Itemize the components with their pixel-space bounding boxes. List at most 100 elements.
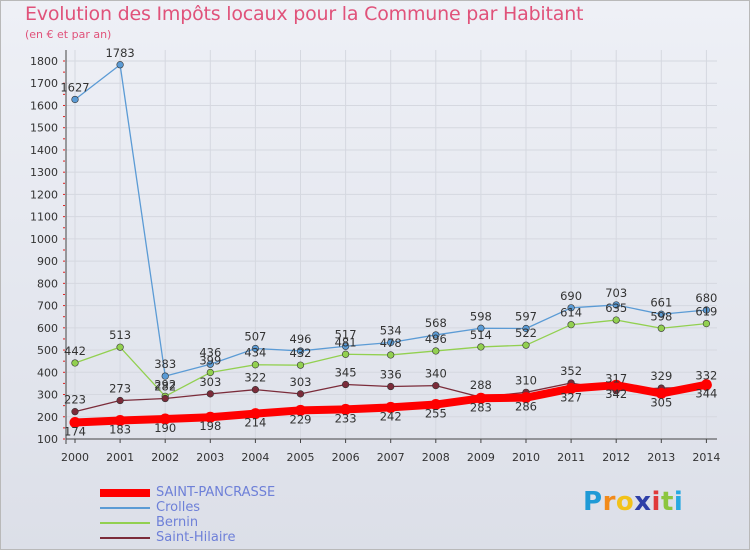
legend-item: SAINT-PANCRASSE: [100, 485, 275, 500]
data-point: [159, 413, 171, 425]
data-label: 342: [605, 387, 627, 401]
x-tick-label: 2013: [647, 451, 675, 464]
data-label: 496: [290, 332, 312, 346]
y-tick-label: 1300: [30, 166, 58, 179]
legend-swatch: [100, 489, 150, 497]
data-point: [655, 387, 667, 399]
data-point: [702, 306, 711, 314]
legend-item: Bernin: [100, 515, 275, 530]
logo-letter: r: [602, 487, 616, 517]
data-point: [161, 394, 169, 403]
legend-label: Saint-Hilaire: [156, 530, 236, 545]
data-point: [477, 324, 485, 332]
legend-label: Crolles: [156, 500, 201, 515]
data-point: [342, 380, 350, 389]
data-label: 255: [425, 407, 447, 421]
y-tick-label: 200: [37, 411, 58, 424]
x-tick-label: 2006: [332, 451, 360, 464]
y-tick-label: 900: [37, 255, 58, 268]
data-point: [565, 383, 577, 395]
data-point: [475, 392, 487, 404]
data-label: 513: [109, 328, 131, 342]
data-point: [477, 343, 485, 351]
data-label: 174: [64, 425, 86, 439]
legend-label: SAINT-PANCRASSE: [156, 485, 276, 500]
data-point: [206, 360, 214, 368]
data-point: [700, 379, 712, 391]
data-label: 327: [560, 391, 582, 405]
legend-item: Saint-Hilaire: [100, 530, 275, 545]
data-label: 383: [154, 357, 176, 371]
data-label: 614: [560, 306, 582, 320]
data-label: 1627: [60, 80, 89, 94]
data-point: [387, 382, 395, 391]
data-label: 514: [470, 328, 492, 342]
data-point: [296, 347, 305, 355]
data-label: 680: [695, 291, 717, 305]
data-point: [522, 324, 530, 333]
x-tick-label: 2009: [467, 451, 495, 464]
logo-letter: x: [634, 487, 652, 517]
data-label: 317: [605, 372, 627, 386]
x-tick-label: 2002: [151, 451, 179, 464]
legend-swatch: [100, 537, 150, 539]
data-point: [114, 415, 126, 427]
x-tick-label: 2005: [287, 451, 315, 464]
data-label: 534: [380, 323, 402, 337]
data-label: 303: [290, 375, 312, 389]
data-label: 442: [64, 344, 86, 358]
x-tick-label: 2012: [602, 451, 630, 464]
data-point: [251, 386, 259, 394]
data-label: 288: [470, 378, 492, 392]
y-axis: 100 200 300 400 500 600 700 800 900 1000 1100 1200 1…: [30, 50, 67, 446]
logo-letter: i: [673, 487, 684, 517]
data-label: 310: [515, 373, 537, 387]
data-point: [251, 344, 259, 353]
y-tick-label: 1600: [30, 99, 58, 112]
data-label: 690: [560, 289, 582, 303]
data-label: 598: [650, 309, 672, 323]
data-point: [387, 351, 395, 359]
data-labels-layer: 1627 1783 383 436 507 496 517 534 568 598 597 690 70…: [60, 46, 717, 439]
data-label: 522: [515, 326, 537, 340]
data-label: 229: [290, 412, 312, 426]
proxiti-logo: Proxiti: [583, 487, 683, 517]
series-layer: [69, 61, 712, 429]
data-point: [612, 316, 620, 324]
data-point: [567, 304, 575, 312]
data-label: 344: [695, 387, 717, 401]
data-label: 292: [154, 377, 176, 391]
data-label: 345: [335, 366, 357, 380]
data-label: 597: [515, 309, 537, 323]
data-point: [251, 361, 259, 369]
x-tick-label: 2001: [106, 451, 134, 464]
data-point: [249, 408, 261, 420]
y-tick-label: 1000: [30, 233, 58, 246]
y-tick-label: 1700: [30, 77, 58, 90]
legend-label: Bernin: [156, 515, 199, 530]
data-label: 434: [244, 346, 266, 360]
data-label: 619: [695, 305, 717, 319]
data-label: 329: [650, 369, 672, 383]
data-label: 1783: [105, 46, 134, 60]
data-label: 332: [695, 368, 717, 382]
legend: SAINT-PANCRASSE Crolles Bernin Saint-Hilair…: [100, 485, 275, 545]
y-tick-label: 1200: [30, 188, 58, 201]
y-tick-label: 700: [37, 300, 58, 313]
logo-letter: i: [651, 487, 661, 517]
data-label: 568: [425, 316, 447, 330]
logo-letter: o: [615, 487, 635, 517]
data-label: 478: [380, 336, 402, 350]
data-label: 303: [199, 375, 221, 389]
data-point: [610, 379, 622, 391]
data-label: 352: [560, 364, 582, 378]
data-point: [657, 310, 665, 318]
data-label: 340: [425, 367, 447, 381]
y-tick-label: 300: [37, 389, 58, 402]
data-label: 282: [154, 380, 176, 394]
data-point: [116, 343, 124, 351]
data-label: 190: [154, 421, 176, 435]
y-tick-label: 1100: [30, 211, 58, 224]
data-label: 283: [470, 400, 492, 414]
